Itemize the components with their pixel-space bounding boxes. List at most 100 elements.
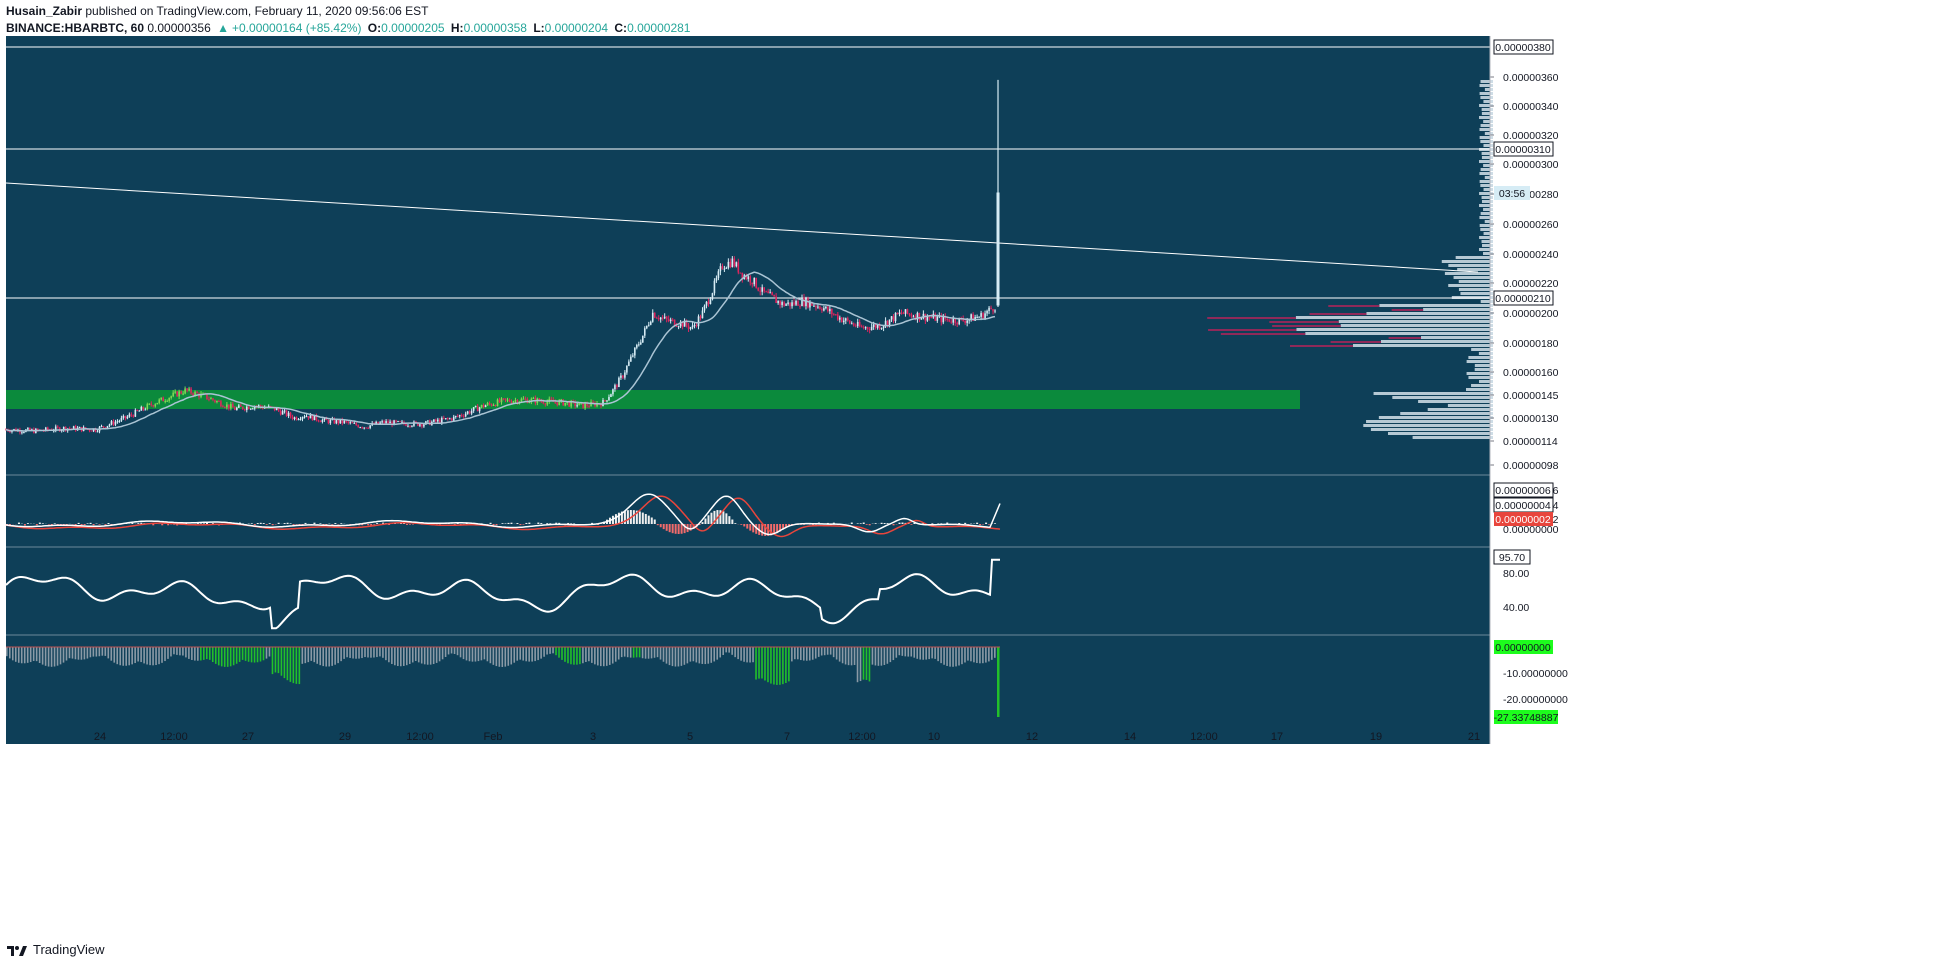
oscillator-bar xyxy=(755,647,757,680)
candle-body xyxy=(576,405,578,407)
candle-body xyxy=(930,317,933,319)
macd-histogram-bar xyxy=(701,522,704,524)
oscillator-bar xyxy=(662,647,665,662)
oscillator-bar xyxy=(411,647,414,663)
oscillator-bar xyxy=(214,647,217,664)
oscillator-bar xyxy=(620,647,623,658)
candle-body xyxy=(653,312,656,318)
y-tick-label: 0.00000145 xyxy=(1503,390,1559,402)
macd-histogram-bar xyxy=(719,510,722,524)
candle-body xyxy=(894,312,897,322)
candle-body xyxy=(417,422,419,426)
candle-body xyxy=(520,398,523,402)
oscillator-bar xyxy=(567,647,569,664)
candle-body xyxy=(825,306,827,309)
candle-body xyxy=(158,399,161,403)
candle-body xyxy=(709,299,712,305)
volume-profile-bar xyxy=(1466,388,1493,391)
candle-body xyxy=(180,391,182,394)
candle-body xyxy=(273,406,276,411)
candle-body xyxy=(72,426,75,429)
oscillator-bar xyxy=(937,647,939,662)
macd-histogram-bar xyxy=(501,523,504,524)
candle-body xyxy=(908,313,911,315)
macd-histogram-bar xyxy=(549,523,552,524)
candle-body xyxy=(735,262,738,267)
volume-profile-bar xyxy=(1427,408,1493,411)
oscillator-bar xyxy=(385,647,387,661)
oscillator-bar xyxy=(561,647,563,660)
oscillator-bar xyxy=(925,647,927,660)
volume-profile-bar xyxy=(1483,100,1493,103)
ohlc-line: BINANCE:HBARBTC, 60 0.00000356 ▲ +0.00000… xyxy=(6,20,693,37)
candle-body xyxy=(866,327,869,329)
oscillator-bar xyxy=(286,647,289,681)
candle-body xyxy=(880,327,883,329)
volume-profile-bar xyxy=(1481,200,1493,203)
candle-body xyxy=(745,275,748,280)
oscillator-bar xyxy=(355,647,357,659)
candle-body xyxy=(325,418,328,421)
chart-canvas[interactable]: 0.00000360 0.00000340 0.00000320 0.00000300… xyxy=(0,0,1956,940)
oscillator-bar xyxy=(164,647,166,662)
candle-body xyxy=(88,429,91,431)
candle-body xyxy=(994,310,996,312)
candle-body xyxy=(293,417,296,419)
macd-histogram-bar xyxy=(173,524,176,525)
x-tick-label: 12:00 xyxy=(1190,731,1218,743)
candle-body xyxy=(697,316,700,327)
oscillator-bar xyxy=(98,647,101,657)
macd-histogram-bar xyxy=(38,522,41,524)
oscillator-bar xyxy=(337,647,339,664)
macd-histogram-bar xyxy=(976,522,979,524)
macd-histogram-bar xyxy=(525,522,528,524)
candle-body xyxy=(954,318,957,324)
volume-profile-bar xyxy=(1460,292,1493,295)
oscillator-bar xyxy=(367,647,369,658)
macd-histogram-bar xyxy=(253,524,256,526)
oscillator-bar xyxy=(364,647,366,658)
macd-histogram-bar xyxy=(265,524,268,525)
candle-body xyxy=(781,302,783,305)
oscillator-bar xyxy=(671,647,674,667)
symbol-label: BINANCE:HBARBTC, 60 xyxy=(6,21,145,35)
candle-body xyxy=(858,321,861,327)
candle-body xyxy=(395,420,397,422)
oscillator-bar xyxy=(53,647,56,667)
candle-body xyxy=(367,427,369,429)
oscillator-bar xyxy=(244,647,247,661)
candle-body xyxy=(868,328,871,331)
volume-profile-bar xyxy=(1305,332,1493,335)
volume-profile-bar xyxy=(1474,368,1493,371)
oscillator-bar xyxy=(698,647,701,664)
candle-body xyxy=(620,375,622,378)
footer-brand[interactable]: TradingView xyxy=(33,942,105,957)
y-tick-label: 0.00000320 xyxy=(1503,130,1559,142)
candle-body xyxy=(671,319,674,321)
oscillator-bar xyxy=(516,647,519,661)
macd-histogram-bar xyxy=(674,524,677,534)
oscillator-bar xyxy=(8,647,11,659)
volume-profile-bar xyxy=(1479,104,1493,107)
oscillator-bar xyxy=(352,647,354,659)
candle-body xyxy=(640,342,642,345)
macd-value-box xyxy=(1494,512,1553,526)
rsi-y-tick-label: 40.00 xyxy=(1503,602,1529,614)
macd-histogram-bar xyxy=(405,524,408,525)
oscillator-bar xyxy=(525,647,527,662)
macd-histogram-bar xyxy=(540,523,543,524)
y-tick-label: 0.00000300 xyxy=(1503,159,1559,171)
oscillator-bar xyxy=(462,647,465,660)
volume-profile-bar xyxy=(1480,300,1493,303)
oscillator-bar xyxy=(961,647,963,665)
oscillator-bar xyxy=(271,647,274,675)
author-name[interactable]: Husain_Zabir xyxy=(6,4,83,18)
candle-body xyxy=(558,400,561,405)
oscillator-bar xyxy=(841,647,844,664)
oscillator-bar xyxy=(182,647,184,656)
volume-profile-bar xyxy=(1444,272,1493,275)
macd-histogram-bar xyxy=(370,524,373,526)
volume-profile-bar xyxy=(1484,176,1493,179)
candle-body xyxy=(482,404,485,408)
candle-body xyxy=(450,418,453,421)
